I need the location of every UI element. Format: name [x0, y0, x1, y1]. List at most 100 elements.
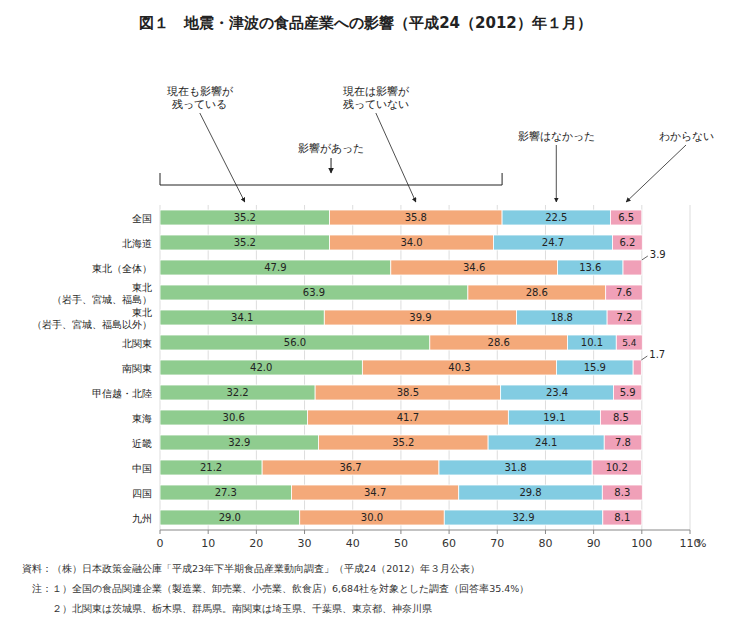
tick-label: 10 [201, 537, 215, 550]
data-label: 6.5 [618, 212, 634, 223]
data-label: 13.6 [579, 262, 601, 273]
category-label: 中国 [132, 463, 152, 474]
bar-segment [330, 235, 494, 250]
data-label: 7.8 [615, 437, 631, 448]
series-callout: わからない [659, 130, 714, 142]
bar-segment [160, 435, 319, 450]
data-label: 10.1 [581, 337, 603, 348]
title: 図１ 地震・津波の食品産業への影響（平成24（2012）年１月） [139, 14, 592, 32]
text-line: 東北 [132, 307, 152, 318]
text-line: 東北（全体） [92, 263, 152, 274]
tick-label: 70 [490, 537, 504, 550]
tick-label: 20 [249, 537, 263, 550]
tick-label: 50 [394, 537, 408, 550]
x-axis [160, 530, 690, 531]
bar-segment [613, 385, 641, 400]
bar-segment [459, 485, 603, 500]
data-label: 27.3 [215, 487, 237, 498]
bars [160, 210, 642, 525]
text-line: （岩手、宮城、福島以外） [32, 319, 152, 330]
bar-segment [362, 360, 556, 375]
data-label: 19.1 [543, 412, 565, 423]
bar-segment [557, 360, 634, 375]
category-label: 甲信越・北陸 [92, 388, 152, 399]
data-label: 6.2 [619, 237, 635, 248]
bar-segment [623, 260, 642, 275]
bar-segment [330, 210, 502, 225]
data-label: 18.8 [551, 312, 573, 323]
axis-label: % [696, 537, 706, 550]
callout-arrow [376, 113, 416, 202]
bar-segment [600, 410, 641, 425]
bar-segment [300, 510, 445, 525]
data-label: 30.6 [223, 412, 245, 423]
bar-segment [508, 410, 600, 425]
bar-segment [633, 360, 641, 375]
tick [256, 530, 257, 534]
tick [449, 530, 450, 534]
bar-segment [160, 285, 468, 300]
data-label: 28.6 [488, 337, 510, 348]
bar-segment [160, 235, 330, 250]
data-label: 1.7 [649, 349, 665, 360]
bar-segment [602, 485, 642, 500]
tick [497, 530, 498, 534]
text-line: 影響はなかった [518, 130, 595, 142]
data-label: 21.2 [200, 462, 222, 473]
category-label: 近畿 [132, 438, 152, 449]
text-line: 東北 [132, 282, 152, 293]
series-callout: 現在も影響が残っている [167, 85, 234, 110]
data-label: 23.4 [546, 387, 568, 398]
bar-segment [324, 310, 516, 325]
data-label: 8.3 [614, 487, 630, 498]
category-label: 東北（岩手、宮城、福島） [52, 282, 152, 305]
callout-arrow [556, 145, 557, 202]
bar-segment [603, 510, 642, 525]
grid [160, 205, 690, 530]
data-label: 29.0 [219, 512, 241, 523]
annotation: 影響があった [298, 142, 364, 155]
text-line: 北関東 [122, 338, 152, 349]
callout-arrow [626, 145, 686, 202]
bar-segment [444, 510, 603, 525]
footnote: ２）北関東は茨城県、栃木県、群馬県。南関東は埼玉県、千葉県、東京都、神奈川県 [22, 603, 432, 614]
annotations: 影響があった 現在も影響が残っている 現在は影響が残っていない影響はなかった わからな… [160, 85, 714, 202]
bar-segment [160, 260, 391, 275]
bar-segment [606, 285, 643, 300]
tick [160, 530, 161, 534]
bar-segment [160, 485, 292, 500]
text-line: 北海道 [122, 238, 152, 249]
data-label: 24.7 [542, 237, 564, 248]
data-label: 7.2 [617, 312, 633, 323]
bracket [160, 173, 161, 185]
data-label: 10.2 [606, 462, 628, 473]
tick-label: 60 [442, 537, 456, 550]
bar-segment [439, 460, 592, 475]
text-line: 全国 [132, 213, 152, 224]
data-label: 32.9 [228, 437, 250, 448]
data-label: 8.5 [613, 412, 629, 423]
data-label: 41.7 [397, 412, 419, 423]
bar-segment [160, 360, 362, 375]
data-label: 28.6 [526, 287, 548, 298]
bar-segment [612, 235, 642, 250]
data-label: 22.5 [545, 212, 567, 223]
data-label: 35.2 [234, 237, 256, 248]
tick-label: 100 [631, 537, 652, 550]
bar-segment [468, 285, 606, 300]
category-label: 四国 [132, 488, 152, 499]
footnote: 資料：（株）日本政策金融公庫「平成23年下半期食品産業動向調査」（平成24（20… [22, 563, 480, 574]
bracket [160, 185, 502, 186]
text-line: 残っていない [343, 98, 409, 110]
bar-segment [160, 335, 430, 350]
series-callout: 現在は影響が残っていない [343, 85, 410, 110]
bar-segment [319, 435, 489, 450]
text-line: 中国 [132, 463, 152, 474]
bar-segment [517, 310, 608, 325]
data-label: 5.9 [620, 387, 636, 398]
data-label: 42.0 [250, 362, 272, 373]
text-line: 東海 [132, 413, 152, 424]
data-label: 5.4 [622, 338, 637, 348]
label-leader [642, 256, 648, 260]
tick [400, 530, 401, 534]
